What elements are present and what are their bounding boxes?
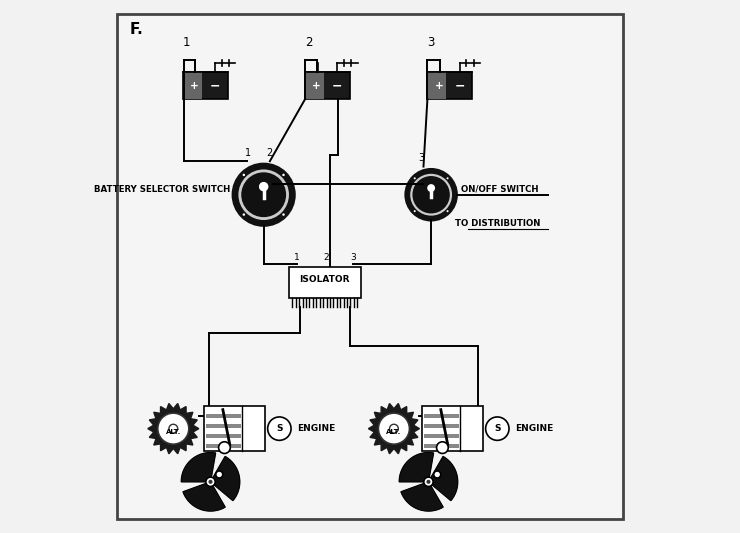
Text: +: + <box>190 81 199 91</box>
Bar <box>424 424 460 428</box>
Bar <box>424 444 460 448</box>
Text: 3: 3 <box>418 154 424 163</box>
Circle shape <box>389 424 398 433</box>
Bar <box>289 266 360 298</box>
Polygon shape <box>401 482 443 511</box>
Bar <box>427 72 446 99</box>
Text: F.: F. <box>130 22 144 37</box>
Text: S: S <box>494 424 500 433</box>
Text: ALT.: ALT. <box>166 429 181 434</box>
Text: ENGINE: ENGINE <box>297 424 335 433</box>
Bar <box>305 72 350 99</box>
Circle shape <box>209 480 212 484</box>
Text: 1: 1 <box>294 253 300 262</box>
Circle shape <box>378 413 409 444</box>
Circle shape <box>233 164 295 225</box>
Circle shape <box>216 471 223 478</box>
Text: −: − <box>454 79 465 92</box>
Circle shape <box>406 169 457 220</box>
Text: 2: 2 <box>323 253 329 262</box>
Bar <box>206 434 241 438</box>
Text: 2: 2 <box>305 36 312 49</box>
Polygon shape <box>369 403 420 454</box>
Bar <box>204 406 265 451</box>
Bar <box>183 72 201 99</box>
Bar <box>424 414 460 418</box>
Circle shape <box>243 213 245 216</box>
Circle shape <box>282 174 285 176</box>
Circle shape <box>268 417 291 440</box>
Circle shape <box>259 182 269 191</box>
Text: −: − <box>332 79 343 92</box>
Text: 2: 2 <box>266 148 273 158</box>
Polygon shape <box>148 403 199 454</box>
Text: BATTERY SELECTOR SWITCH: BATTERY SELECTOR SWITCH <box>94 185 230 194</box>
Bar <box>206 444 241 448</box>
Text: 1: 1 <box>245 148 252 158</box>
Circle shape <box>426 480 431 484</box>
Text: +: + <box>434 81 443 91</box>
Circle shape <box>218 442 230 454</box>
Circle shape <box>485 417 509 440</box>
Circle shape <box>446 177 448 179</box>
Circle shape <box>434 471 441 478</box>
Circle shape <box>243 174 245 176</box>
Polygon shape <box>428 456 458 500</box>
Circle shape <box>158 413 189 444</box>
Circle shape <box>282 213 285 216</box>
Circle shape <box>242 173 285 216</box>
Bar <box>422 406 483 451</box>
Bar <box>206 424 241 428</box>
Bar <box>206 414 241 418</box>
Circle shape <box>424 477 433 487</box>
Text: ISOLATOR: ISOLATOR <box>300 276 350 285</box>
Circle shape <box>414 210 416 212</box>
Circle shape <box>413 177 449 213</box>
Polygon shape <box>400 453 434 482</box>
Bar <box>183 72 228 99</box>
Text: ALT.: ALT. <box>386 429 402 434</box>
Circle shape <box>169 424 178 433</box>
Polygon shape <box>210 456 240 500</box>
Circle shape <box>206 477 215 487</box>
Text: 3: 3 <box>350 253 356 262</box>
Text: +: + <box>312 81 321 91</box>
Circle shape <box>437 442 448 454</box>
Circle shape <box>238 169 289 220</box>
Text: 3: 3 <box>428 36 435 49</box>
Text: TO DISTRIBUTION: TO DISTRIBUTION <box>455 220 540 229</box>
Circle shape <box>446 210 448 212</box>
Bar <box>305 72 324 99</box>
Polygon shape <box>181 453 215 482</box>
Text: 1: 1 <box>183 36 190 49</box>
Text: ON/OFF SWITCH: ON/OFF SWITCH <box>461 185 539 194</box>
Circle shape <box>414 177 416 179</box>
Bar <box>424 434 460 438</box>
Circle shape <box>410 174 452 216</box>
Bar <box>427 72 472 99</box>
Text: −: − <box>210 79 221 92</box>
Polygon shape <box>183 482 225 511</box>
Circle shape <box>427 184 435 192</box>
Text: ENGINE: ENGINE <box>515 424 553 433</box>
Text: S: S <box>276 424 283 433</box>
